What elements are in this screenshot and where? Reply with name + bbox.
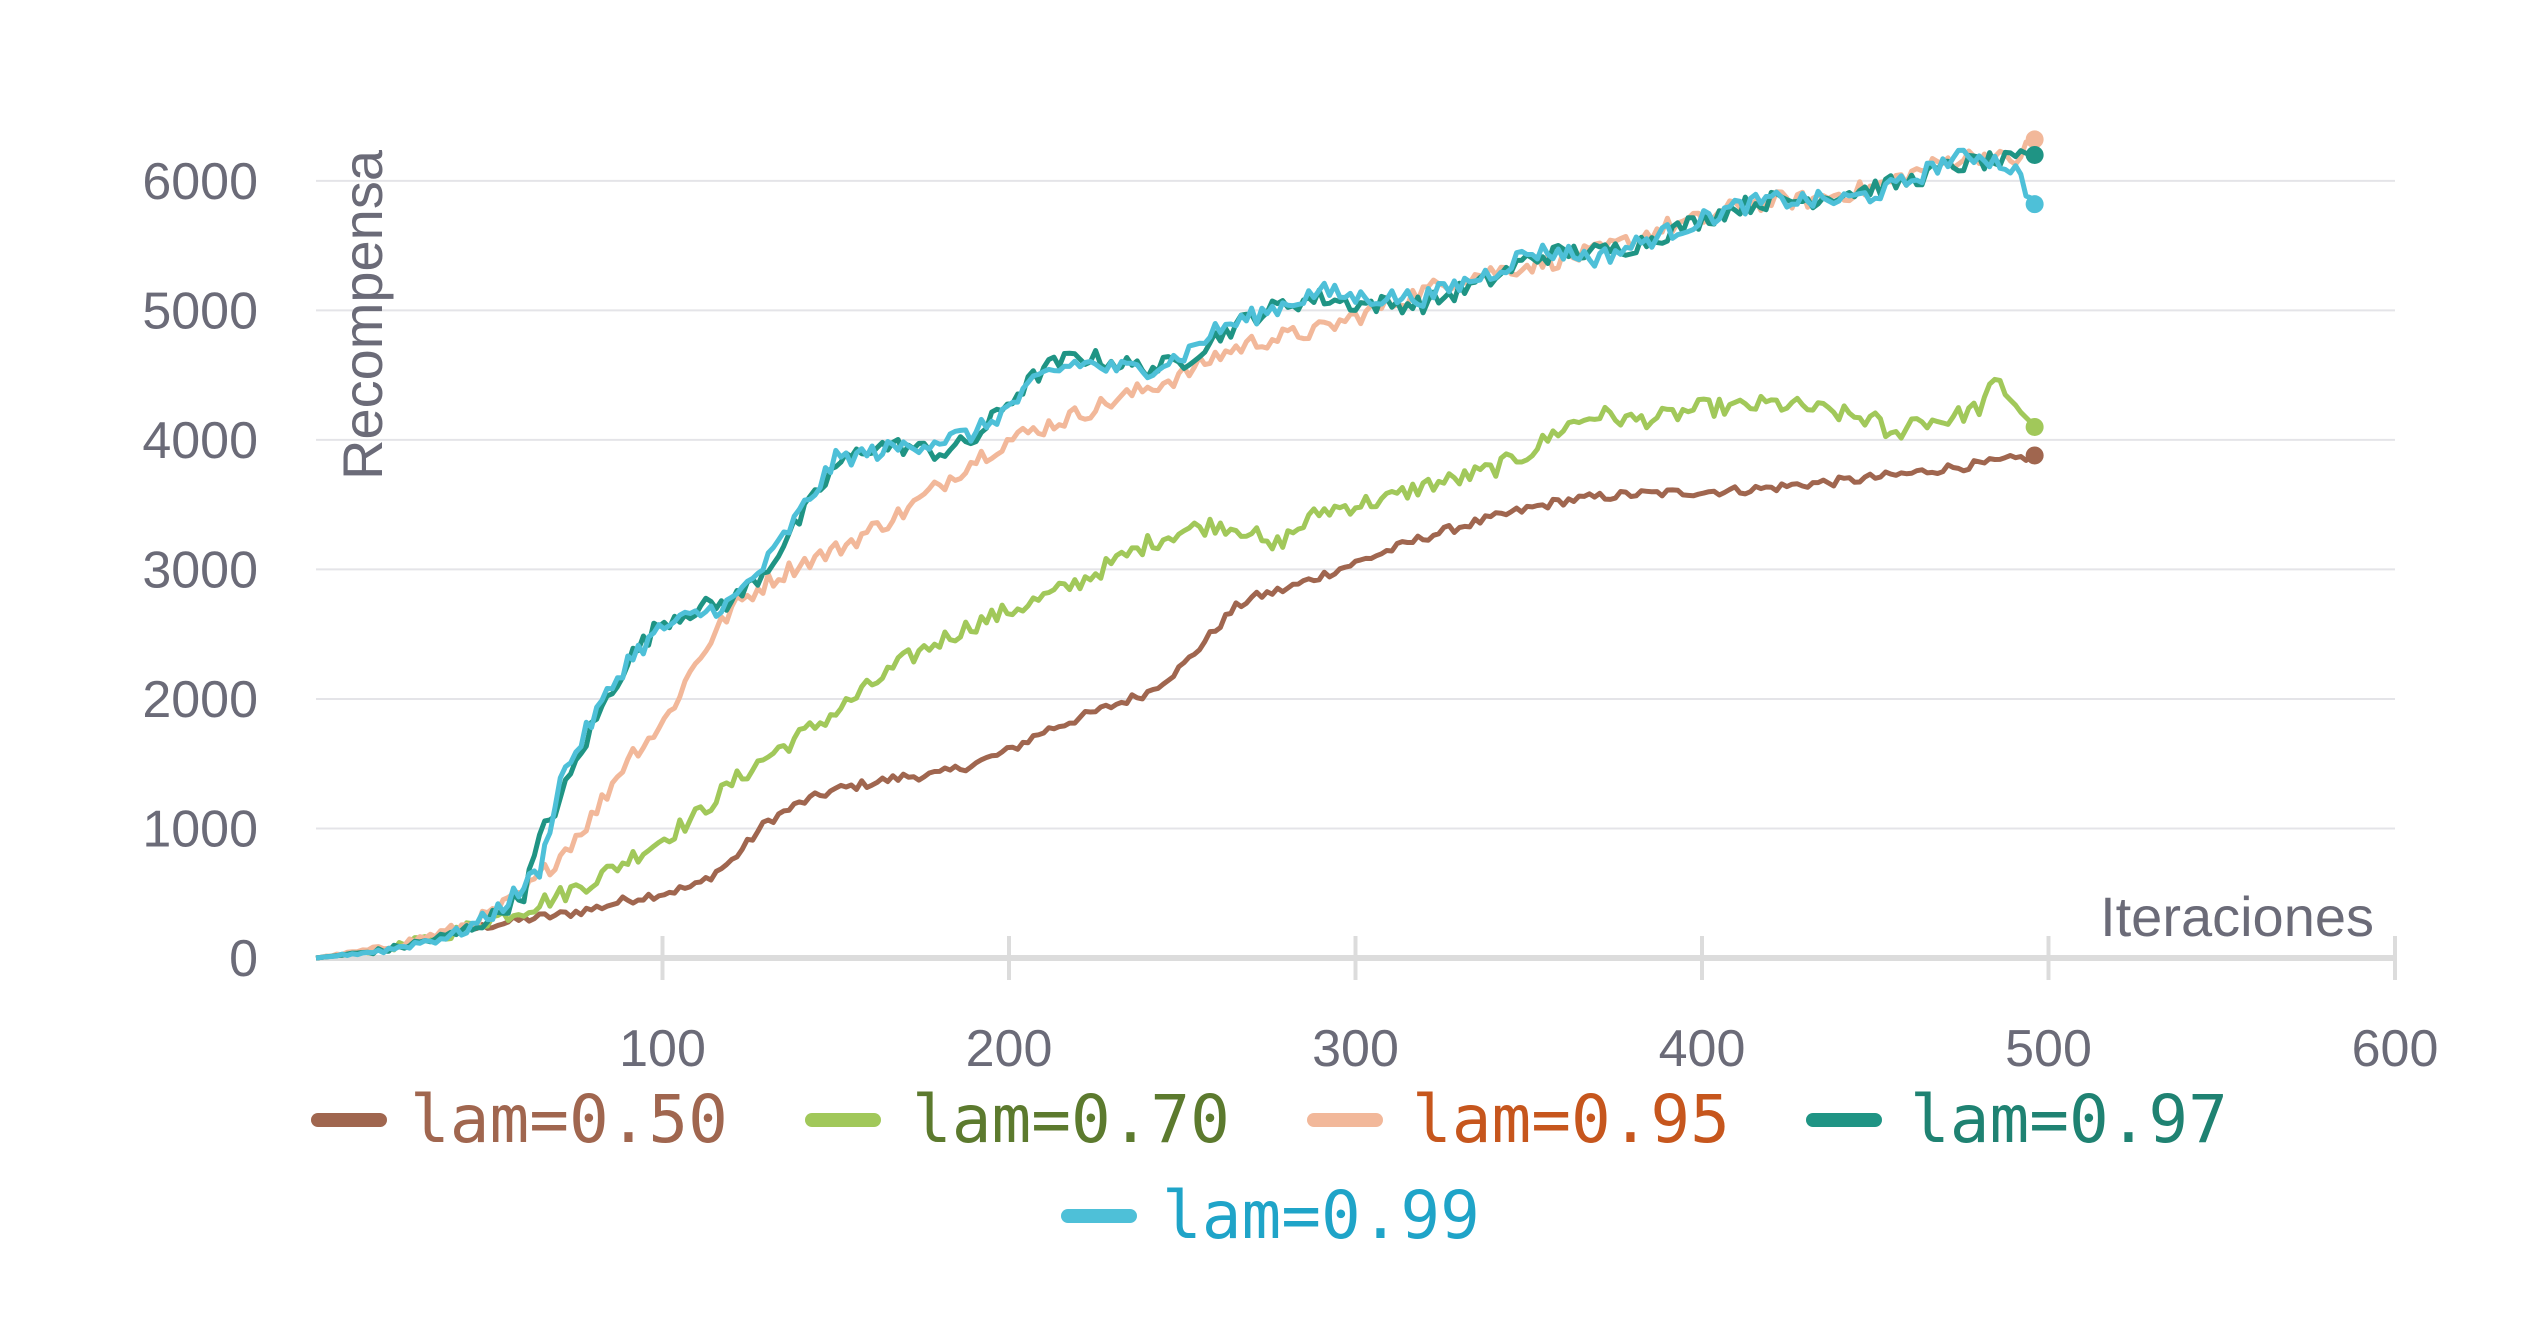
- series-end-marker-2: [2025, 130, 2044, 149]
- y-tick-label: 1000: [142, 800, 258, 858]
- y-tick-label: 6000: [142, 153, 258, 211]
- series-end-marker-3: [2025, 145, 2044, 164]
- y-axis: 0 1000 2000 3000 4000 5000 6000: [142, 153, 258, 988]
- legend-label-0: lam=0.50: [410, 1081, 728, 1158]
- y-tick-label: 4000: [142, 412, 258, 470]
- y-tick-label: 3000: [142, 541, 258, 599]
- x-axis-title: Iteraciones: [2100, 885, 2374, 948]
- legend: lam=0.50 lam=0.70 lam=0.95 lam=0.97 lam=0.99: [311, 1081, 2228, 1254]
- legend-label-3: lam=0.97: [1910, 1081, 2228, 1158]
- x-tick-label: 100: [619, 1020, 706, 1078]
- x-tick-label: 300: [1312, 1020, 1399, 1078]
- grid-lines: [316, 179, 2395, 830]
- x-axis: 100 200 300 400 500 600: [316, 936, 2438, 1078]
- series-end-markers: [2025, 130, 2044, 465]
- series-line-0: [315, 452, 2036, 961]
- series-end-marker-4: [2025, 195, 2044, 214]
- x-tick-label: 600: [2352, 1020, 2439, 1078]
- legend-label-1: lam=0.70: [912, 1081, 1230, 1158]
- series-end-marker-0: [2025, 446, 2044, 465]
- series-end-marker-1: [2025, 417, 2044, 436]
- y-axis-title: Recompensa: [331, 149, 394, 480]
- series-lines: [315, 137, 2037, 961]
- x-tick-label: 500: [2005, 1020, 2092, 1078]
- x-tick-label: 200: [966, 1020, 1053, 1078]
- series-line-1: [315, 376, 2037, 961]
- y-tick-label: 5000: [142, 282, 258, 340]
- series-line-2: [315, 137, 2037, 961]
- series-line-4: [315, 147, 2037, 961]
- legend-label-4: lam=0.99: [1162, 1177, 1480, 1254]
- x-tick-label: 400: [1659, 1020, 1746, 1078]
- y-tick-label: 0: [229, 930, 258, 988]
- legend-label-2: lam=0.95: [1412, 1081, 1730, 1158]
- y-tick-label: 2000: [142, 671, 258, 729]
